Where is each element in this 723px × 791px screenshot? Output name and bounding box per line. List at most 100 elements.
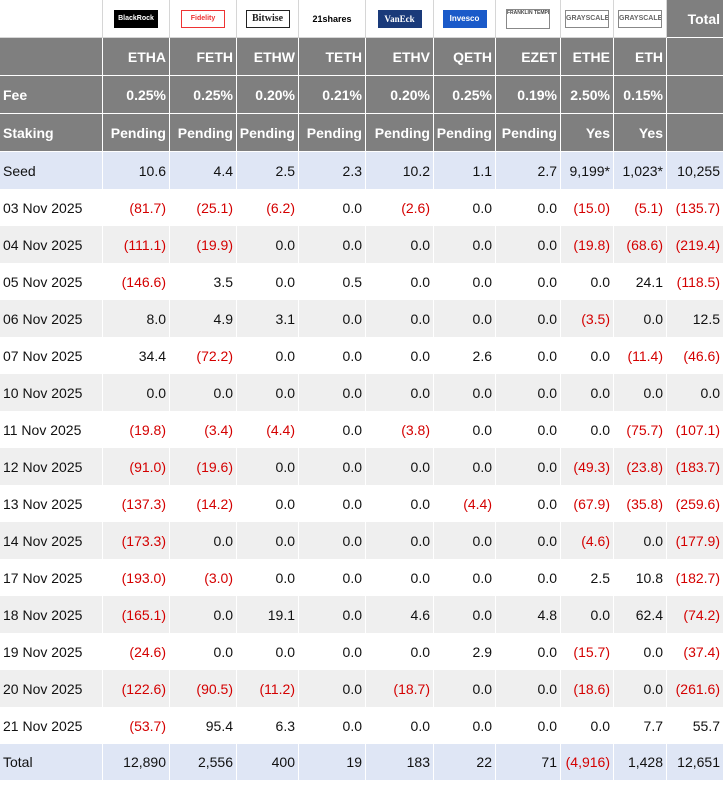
date-cell: 06 Nov 2025: [0, 300, 103, 337]
ticker-cell: QETH: [434, 38, 496, 76]
value-cell: 4.9: [170, 300, 237, 337]
total-cell: (182.7): [675, 569, 720, 586]
value-cell: (6.2): [237, 189, 299, 226]
date-cell: 19 Nov 2025: [0, 633, 103, 670]
value-cell: 0.0: [366, 485, 434, 522]
ticker-cell: TETH: [299, 38, 366, 76]
value-cell: 1.1: [434, 152, 496, 189]
bitwise-logo-icon: Bitwise: [245, 9, 290, 28]
date-cell: 10 Nov 2025: [0, 374, 103, 411]
value-cell: (4.4): [237, 411, 299, 448]
franklin-templeton-logo-icon: FRANKLIN TEMPLETON: [506, 8, 550, 29]
value-cell: 0.0: [434, 374, 496, 411]
value-cell: 2.7: [496, 152, 561, 189]
issuer-logo-cell: Bitwise: [237, 0, 299, 38]
value-cell: (24.6): [103, 633, 170, 670]
value-cell: 0.0: [237, 226, 299, 263]
ticker-cell: FETH: [170, 38, 237, 76]
total-cell: (37.4): [683, 643, 720, 660]
value-cell: 0.0: [237, 485, 299, 522]
grayscale-logo-icon: GRAYSCALE: [565, 9, 609, 28]
total-cell: (74.2): [667, 596, 723, 633]
value-cell: (91.0): [103, 448, 170, 485]
value-cell: 4.4: [170, 152, 237, 189]
table-row: 10 Nov 2025 0.0 0.0 0.0 0.0 0.0 0.0 0.0 0.0 0.0 0.…: [0, 374, 723, 411]
date-cell: 05 Nov 2025: [0, 263, 103, 300]
staking-cell: Pending: [170, 114, 237, 152]
value-cell: (3.5): [561, 300, 614, 337]
value-cell: 0.0: [434, 522, 496, 559]
total-cell: 10,255: [667, 152, 723, 189]
total-cell: (261.6): [667, 670, 723, 707]
value-cell: (19.8): [103, 411, 170, 448]
value-cell: 0.0: [561, 411, 614, 448]
value-cell: 0.0: [170, 522, 237, 559]
value-cell: 2.9: [434, 633, 496, 670]
staking-cell: [667, 114, 723, 152]
table-row: 13 Nov 2025 (137.3) (14.2) 0.0 0.0 0.0 (4.4) 0.…: [0, 485, 723, 522]
table-row: 21 Nov 2025 (53.7) 95.4 6.3 0.0 0.0 0.0 0.0 0.0 7…: [0, 707, 723, 744]
value-cell: 8.0: [103, 300, 170, 337]
value-cell: 0.0: [103, 374, 170, 411]
fee-cell: 0.25%: [170, 76, 237, 114]
value-cell: 0.0: [237, 263, 299, 300]
value-cell: 0.0: [561, 263, 614, 300]
fee-cell: 0.15%: [614, 76, 667, 114]
date-cell: 18 Nov 2025: [0, 596, 103, 633]
value-cell: 0.0: [299, 707, 366, 744]
value-cell: 0.0: [299, 411, 366, 448]
table-row: 19 Nov 2025 (24.6) 0.0 0.0 0.0 0.0 2.9 0.0 (15.7…: [0, 633, 723, 670]
value-cell: 0.0: [614, 374, 667, 411]
table-row: 20 Nov 2025 (122.6) (90.5) (11.2) 0.0 (18.7) 0…: [0, 670, 723, 707]
ticker-label-cell: [0, 38, 103, 76]
value-cell: 34.4: [103, 337, 170, 374]
value-cell: 0.0: [496, 411, 561, 448]
value-cell: 0.0: [170, 633, 237, 670]
fee-cell: 0.25%: [434, 76, 496, 114]
ticker-cell: ETHW: [237, 38, 299, 76]
ticker-cell: ETHE: [561, 38, 614, 76]
total-cell: (177.9): [667, 522, 723, 559]
value-cell: 2.3: [299, 152, 366, 189]
issuer-logo-cell: Fidelity: [170, 0, 237, 38]
value-cell: 19: [299, 744, 366, 780]
table-row: 04 Nov 2025 (111.1) (19.9) 0.0 0.0 0.0 0.0 0.0(…: [0, 226, 723, 263]
table-row: 07 Nov 2025 34.4 (72.2) 0.0 0.0 0.0 2.6 0.0 0.0(…: [0, 337, 723, 374]
value-cell: 0.0: [366, 633, 434, 670]
value-cell: 0.0: [496, 448, 561, 485]
date-cell: 14 Nov 2025: [0, 522, 103, 559]
value-cell: (2.6): [366, 189, 434, 226]
seed-row: Seed 10.6 4.4 2.5 2.3 10.2 1.1 2.7 9,199…: [0, 152, 723, 189]
date-cell: 12 Nov 2025: [0, 448, 103, 485]
fee-cell: 0.20%: [237, 76, 299, 114]
value-cell: 0.0: [561, 374, 614, 411]
value-cell: (3.0): [170, 559, 237, 596]
value-cell: (11.2): [237, 670, 299, 707]
value-cell: 6.3: [237, 707, 299, 744]
value-cell: 10.6: [103, 152, 170, 189]
value-cell: 0.0: [434, 448, 496, 485]
value-cell: 183: [366, 744, 434, 780]
value-cell: 0.0: [614, 300, 667, 337]
value-cell: (18.7): [366, 670, 434, 707]
corner-cell: [0, 0, 103, 38]
fee-cell: 0.19%: [496, 76, 561, 114]
value-cell: 0.0: [170, 374, 237, 411]
value-cell: (4,916): [561, 744, 614, 780]
value-cell: 2.6: [434, 337, 496, 374]
fee-cell: [667, 76, 723, 114]
staking-cell: Pending: [434, 114, 496, 152]
value-cell: 0.0: [366, 374, 434, 411]
value-cell: 1,428: [614, 744, 667, 780]
value-cell: 0.0: [614, 522, 667, 559]
value-cell: (90.5): [170, 670, 237, 707]
value-cell: 0.0: [366, 226, 434, 263]
fidelity-logo-icon: Fidelity: [181, 9, 225, 28]
value-cell: 0.0: [366, 263, 434, 300]
value-cell: (19.6): [170, 448, 237, 485]
value-cell: (3.4): [170, 411, 237, 448]
staking-cell: Yes: [561, 114, 614, 152]
fee-row: Fee 0.25% 0.25% 0.20% 0.21% 0.20% 0.25% …: [0, 76, 723, 114]
value-cell: 0.0: [299, 226, 366, 263]
